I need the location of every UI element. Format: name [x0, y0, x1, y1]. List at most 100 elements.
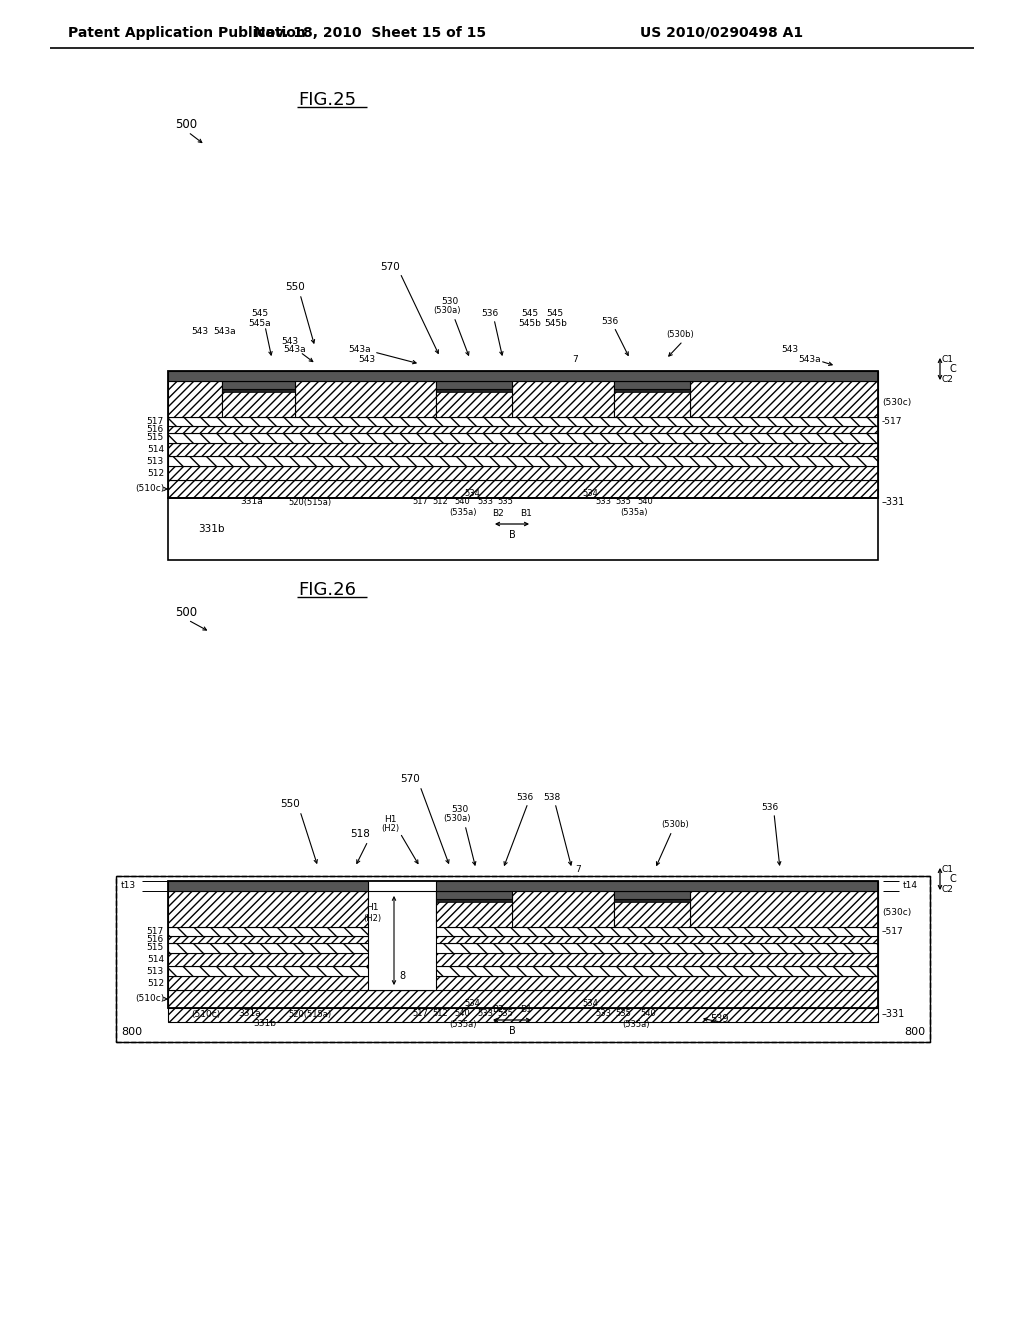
Bar [436, 389, 512, 392]
Text: 518: 518 [350, 829, 370, 840]
Polygon shape [512, 891, 614, 927]
Text: 512: 512 [146, 978, 164, 987]
Text: 543a: 543a [284, 345, 306, 354]
Text: 533: 533 [477, 498, 493, 507]
Text: 536: 536 [762, 803, 778, 812]
Bar [436, 899, 512, 902]
Text: 540: 540 [640, 1010, 656, 1019]
Text: 550: 550 [285, 282, 305, 292]
Bar [168, 1008, 878, 1022]
Text: 7: 7 [575, 865, 581, 874]
Text: (535a): (535a) [621, 507, 648, 516]
Bar [168, 455, 878, 466]
Text: 331b: 331b [254, 1019, 276, 1028]
Text: 536: 536 [516, 792, 534, 801]
Text: B: B [509, 531, 515, 540]
Bar [614, 389, 690, 392]
Text: B1: B1 [520, 1006, 531, 1015]
Text: 512: 512 [146, 469, 164, 478]
Text: US 2010/0290498 A1: US 2010/0290498 A1 [640, 26, 803, 40]
Text: 534: 534 [464, 999, 480, 1008]
Text: t14: t14 [903, 882, 918, 891]
Text: 331a: 331a [239, 1010, 261, 1019]
Text: B: B [509, 1026, 515, 1036]
Bar [368, 891, 436, 990]
Text: B2: B2 [493, 1006, 504, 1015]
Text: t13: t13 [121, 882, 136, 891]
Text: (530c): (530c) [882, 399, 911, 408]
Text: C1: C1 [942, 865, 954, 874]
Text: 535: 535 [497, 1010, 513, 1019]
Text: FIG.26: FIG.26 [298, 581, 356, 599]
Bar [168, 466, 878, 480]
Text: 515: 515 [146, 433, 164, 442]
Text: 517: 517 [146, 417, 164, 426]
Text: (530a): (530a) [433, 306, 461, 315]
Bar [168, 417, 878, 426]
Bar [614, 389, 690, 417]
Text: Patent Application Publication: Patent Application Publication [68, 26, 306, 40]
Bar [436, 880, 878, 891]
Bar [222, 389, 295, 417]
Text: 535: 535 [615, 1010, 631, 1019]
Text: 8: 8 [399, 972, 406, 981]
Text: 513: 513 [146, 457, 164, 466]
Text: (H2): (H2) [381, 825, 399, 833]
Text: 535: 535 [615, 498, 631, 507]
Bar [436, 891, 512, 899]
Text: 513: 513 [146, 966, 164, 975]
Text: C2: C2 [942, 375, 954, 384]
Bar [168, 942, 878, 953]
Polygon shape [168, 381, 222, 417]
Text: 500: 500 [175, 119, 198, 132]
Text: 331b: 331b [198, 524, 224, 535]
Bar [222, 381, 295, 389]
Text: –517: –517 [882, 927, 904, 936]
Text: 545: 545 [547, 309, 563, 318]
Bar [168, 371, 878, 381]
Text: (530b): (530b) [662, 820, 689, 829]
Text: 543: 543 [781, 345, 799, 354]
Bar [168, 433, 878, 444]
Text: 533: 533 [595, 1010, 611, 1019]
Text: (530b): (530b) [667, 330, 694, 338]
Text: 534: 534 [464, 488, 480, 498]
Bar [614, 381, 690, 389]
Text: C: C [950, 874, 956, 884]
Text: 545: 545 [252, 309, 268, 318]
Text: 533: 533 [595, 498, 611, 507]
Text: 800: 800 [121, 1027, 142, 1038]
Polygon shape [690, 381, 878, 417]
Text: C: C [950, 364, 956, 374]
Text: 512: 512 [432, 1010, 447, 1019]
Bar [168, 953, 878, 966]
Text: 543: 543 [191, 326, 209, 335]
Bar [168, 444, 878, 455]
Text: 800: 800 [904, 1027, 925, 1038]
Text: 540: 540 [454, 1010, 470, 1019]
Text: 530: 530 [452, 804, 469, 813]
Bar [168, 498, 878, 560]
Bar [436, 381, 512, 389]
Bar [168, 975, 878, 990]
Bar [168, 966, 878, 975]
Text: 540: 540 [637, 498, 653, 507]
Bar [168, 480, 878, 498]
Text: (530c): (530c) [882, 908, 911, 917]
Text: 538: 538 [544, 792, 560, 801]
Text: 514: 514 [146, 445, 164, 454]
Bar [168, 936, 878, 942]
Text: (510c): (510c) [190, 1010, 220, 1019]
Bar [168, 880, 368, 891]
Text: -517: -517 [882, 417, 902, 426]
Text: 545b: 545b [518, 318, 542, 327]
Bar [168, 891, 368, 927]
Bar [116, 876, 930, 1041]
Text: 331a: 331a [241, 498, 263, 507]
Text: (H2): (H2) [362, 915, 381, 924]
Text: 570: 570 [380, 261, 400, 272]
Text: 570: 570 [400, 774, 420, 784]
Text: 520(515a): 520(515a) [289, 498, 332, 507]
Bar [436, 899, 512, 927]
Text: 516: 516 [146, 935, 164, 944]
